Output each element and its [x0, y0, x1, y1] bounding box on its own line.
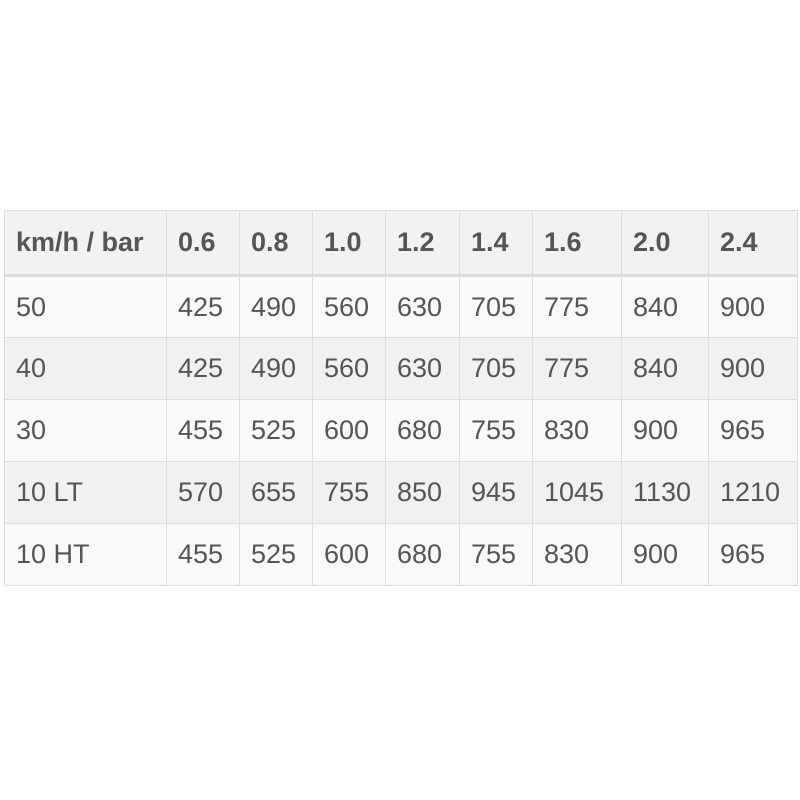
value-cell: 705 [459, 275, 533, 338]
header-pressure: 0.6 [166, 210, 240, 277]
header-pressure: 1.6 [532, 210, 622, 277]
value-cell: 455 [166, 399, 240, 462]
value-cell: 900 [708, 275, 798, 338]
value-cell: 775 [532, 275, 622, 338]
value-cell: 965 [708, 523, 798, 586]
value-cell: 775 [532, 337, 622, 400]
value-cell: 490 [239, 337, 313, 400]
load-table: km/h / bar 0.6 0.8 1.0 1.2 1.4 1.6 2.0 2.4 50 425… [4, 210, 798, 586]
table-row: 10 LT 570 655 755 850 945 1045 1130 1210 [4, 461, 798, 524]
value-cell: 455 [166, 523, 240, 586]
value-cell: 525 [239, 523, 313, 586]
value-cell: 655 [239, 461, 313, 524]
value-cell: 755 [459, 399, 533, 462]
speed-cell: 40 [4, 337, 167, 400]
value-cell: 630 [385, 337, 460, 400]
value-cell: 490 [239, 275, 313, 338]
table-row: 10 HT 455 525 600 680 755 830 900 965 [4, 523, 798, 586]
value-cell: 830 [532, 523, 622, 586]
value-cell: 560 [312, 275, 386, 338]
header-pressure: 0.8 [239, 210, 313, 277]
value-cell: 840 [621, 275, 709, 338]
value-cell: 570 [166, 461, 240, 524]
value-cell: 680 [385, 399, 460, 462]
header-pressure: 2.4 [708, 210, 798, 277]
table-row: 30 455 525 600 680 755 830 900 965 [4, 399, 798, 462]
speed-cell: 50 [4, 275, 167, 338]
value-cell: 560 [312, 337, 386, 400]
value-cell: 630 [385, 275, 460, 338]
value-cell: 755 [459, 523, 533, 586]
header-pressure: 2.0 [621, 210, 709, 277]
speed-cell: 10 HT [4, 523, 167, 586]
value-cell: 900 [621, 399, 709, 462]
value-cell: 945 [459, 461, 533, 524]
header-row: km/h / bar 0.6 0.8 1.0 1.2 1.4 1.6 2.0 2.4 [4, 210, 798, 277]
value-cell: 680 [385, 523, 460, 586]
value-cell: 1045 [532, 461, 622, 524]
table-row: 50 425 490 560 630 705 775 840 900 [4, 275, 798, 338]
value-cell: 900 [708, 337, 798, 400]
value-cell: 600 [312, 523, 386, 586]
header-pressure: 1.0 [312, 210, 386, 277]
value-cell: 965 [708, 399, 798, 462]
value-cell: 525 [239, 399, 313, 462]
value-cell: 830 [532, 399, 622, 462]
value-cell: 705 [459, 337, 533, 400]
speed-cell: 30 [4, 399, 167, 462]
value-cell: 600 [312, 399, 386, 462]
speed-cell: 10 LT [4, 461, 167, 524]
value-cell: 850 [385, 461, 460, 524]
value-cell: 425 [166, 337, 240, 400]
value-cell: 900 [621, 523, 709, 586]
value-cell: 755 [312, 461, 386, 524]
header-pressure: 1.2 [385, 210, 460, 277]
value-cell: 1210 [708, 461, 798, 524]
header-pressure: 1.4 [459, 210, 533, 277]
header-corner-label: km/h / bar [4, 210, 167, 277]
value-cell: 840 [621, 337, 709, 400]
value-cell: 425 [166, 275, 240, 338]
table-row: 40 425 490 560 630 705 775 840 900 [4, 337, 798, 400]
value-cell: 1130 [621, 461, 709, 524]
